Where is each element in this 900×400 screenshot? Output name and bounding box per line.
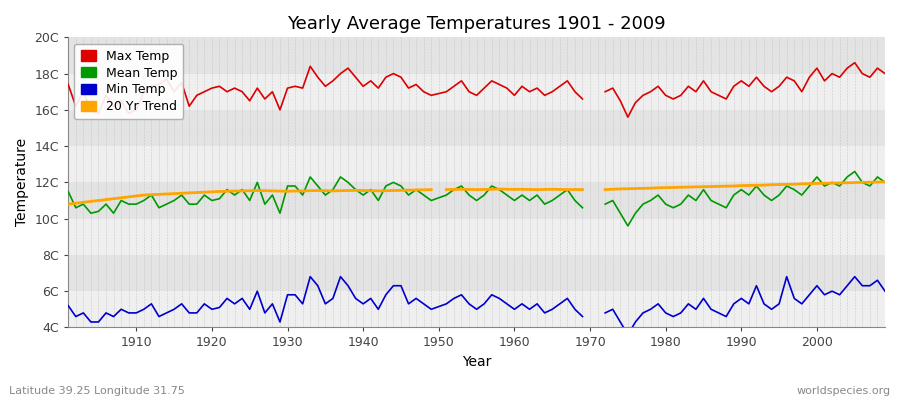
Bar xyxy=(68,146,885,182)
Title: Yearly Average Temperatures 1901 - 2009: Yearly Average Temperatures 1901 - 2009 xyxy=(287,15,666,33)
Bar xyxy=(68,74,885,110)
Bar xyxy=(68,255,885,291)
X-axis label: Year: Year xyxy=(462,355,491,369)
Bar xyxy=(68,182,885,219)
Y-axis label: Temperature: Temperature xyxy=(15,138,29,226)
Bar xyxy=(68,110,885,146)
Text: worldspecies.org: worldspecies.org xyxy=(796,386,891,396)
Text: Latitude 39.25 Longitude 31.75: Latitude 39.25 Longitude 31.75 xyxy=(9,386,184,396)
Bar xyxy=(68,291,885,328)
Bar xyxy=(68,1,885,37)
Legend: Max Temp, Mean Temp, Min Temp, 20 Yr Trend: Max Temp, Mean Temp, Min Temp, 20 Yr Tre… xyxy=(75,44,184,119)
Bar xyxy=(68,37,885,74)
Bar xyxy=(68,219,885,255)
